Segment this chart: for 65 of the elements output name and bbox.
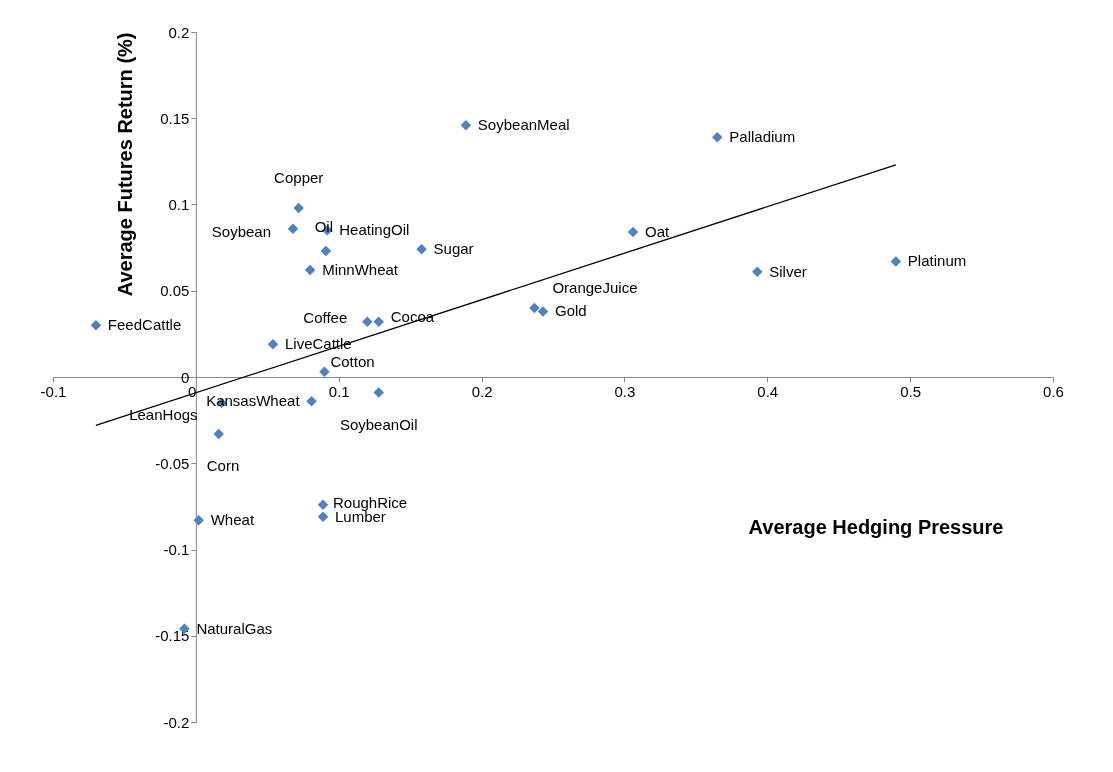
- y-tick-label: -0.15: [155, 627, 190, 645]
- x-tick-label: 0.1: [328, 382, 350, 400]
- x-tick-label: -0.1: [40, 382, 67, 400]
- x-tick-label: 0.3: [614, 382, 636, 400]
- point: [319, 366, 330, 378]
- data-label: Cotton: [330, 352, 375, 370]
- y-tick-label: -0.2: [163, 713, 190, 731]
- y-tick-label: 0.2: [168, 23, 190, 41]
- data-label: LiveCattle: [285, 335, 352, 353]
- x-tick-label: 0.5: [900, 382, 922, 400]
- data-label: OrangeJuice: [552, 279, 638, 296]
- y-tick-label: -0.05: [155, 454, 190, 472]
- point: [317, 511, 329, 522]
- point: [416, 244, 427, 255]
- point: [267, 338, 279, 350]
- point: [362, 316, 373, 328]
- data-label: Oat: [645, 223, 671, 241]
- point: [90, 320, 102, 331]
- point: [317, 499, 329, 510]
- data-label: Coffee: [303, 308, 348, 326]
- point: [213, 428, 224, 440]
- data-label: Silver: [769, 262, 807, 280]
- point: [287, 223, 299, 234]
- y-tick-label: 0.05: [160, 282, 190, 300]
- data-label: KansasWheat: [206, 392, 301, 410]
- y-tick-label: 0.15: [160, 109, 190, 127]
- point: [304, 264, 316, 276]
- point: [193, 514, 204, 526]
- point: [306, 395, 317, 407]
- point: [890, 256, 902, 267]
- y-tick-label: 0: [181, 368, 190, 386]
- data-label: Oil: [314, 218, 334, 236]
- data-label: FeedCattle: [107, 316, 182, 334]
- data-label: Cocoa: [390, 307, 435, 325]
- point: [320, 245, 332, 257]
- point: [373, 316, 384, 328]
- x-tick-label: 0.4: [757, 382, 779, 400]
- data-label: MinnWheat: [322, 261, 399, 279]
- data-label: Copper: [274, 168, 324, 186]
- point: [373, 387, 384, 398]
- point: [529, 302, 540, 314]
- point: [293, 202, 304, 214]
- x-tick-label: 0.2: [471, 382, 493, 400]
- data-label: Gold: [555, 302, 587, 320]
- point: [537, 306, 549, 317]
- data-label: SoybeanOil: [339, 415, 418, 433]
- data-label: Corn: [206, 456, 240, 474]
- data-label: Soybean: [211, 222, 271, 240]
- y-tick-label: 0.1: [168, 196, 190, 213]
- point: [712, 131, 723, 143]
- y-tick-label: -0.1: [163, 541, 190, 558]
- x-tick-label: 0.6: [1043, 382, 1064, 400]
- point: [460, 119, 472, 131]
- y-axis-title: Average Futures Return (%): [114, 32, 137, 297]
- data-label: Sugar: [433, 240, 474, 258]
- data-label: Wheat: [210, 511, 255, 529]
- point: [752, 266, 763, 278]
- data-label: LeanHogs: [129, 405, 198, 423]
- data-label: HeatingOil: [339, 221, 410, 239]
- point: [627, 226, 639, 238]
- data-label: SoybeanMeal: [477, 116, 570, 134]
- data-label: NaturalGas: [196, 619, 273, 637]
- data-label: Palladium: [729, 128, 796, 146]
- x-axis-title: Average Hedging Pressure: [748, 515, 1004, 538]
- data-label: Platinum: [907, 252, 967, 270]
